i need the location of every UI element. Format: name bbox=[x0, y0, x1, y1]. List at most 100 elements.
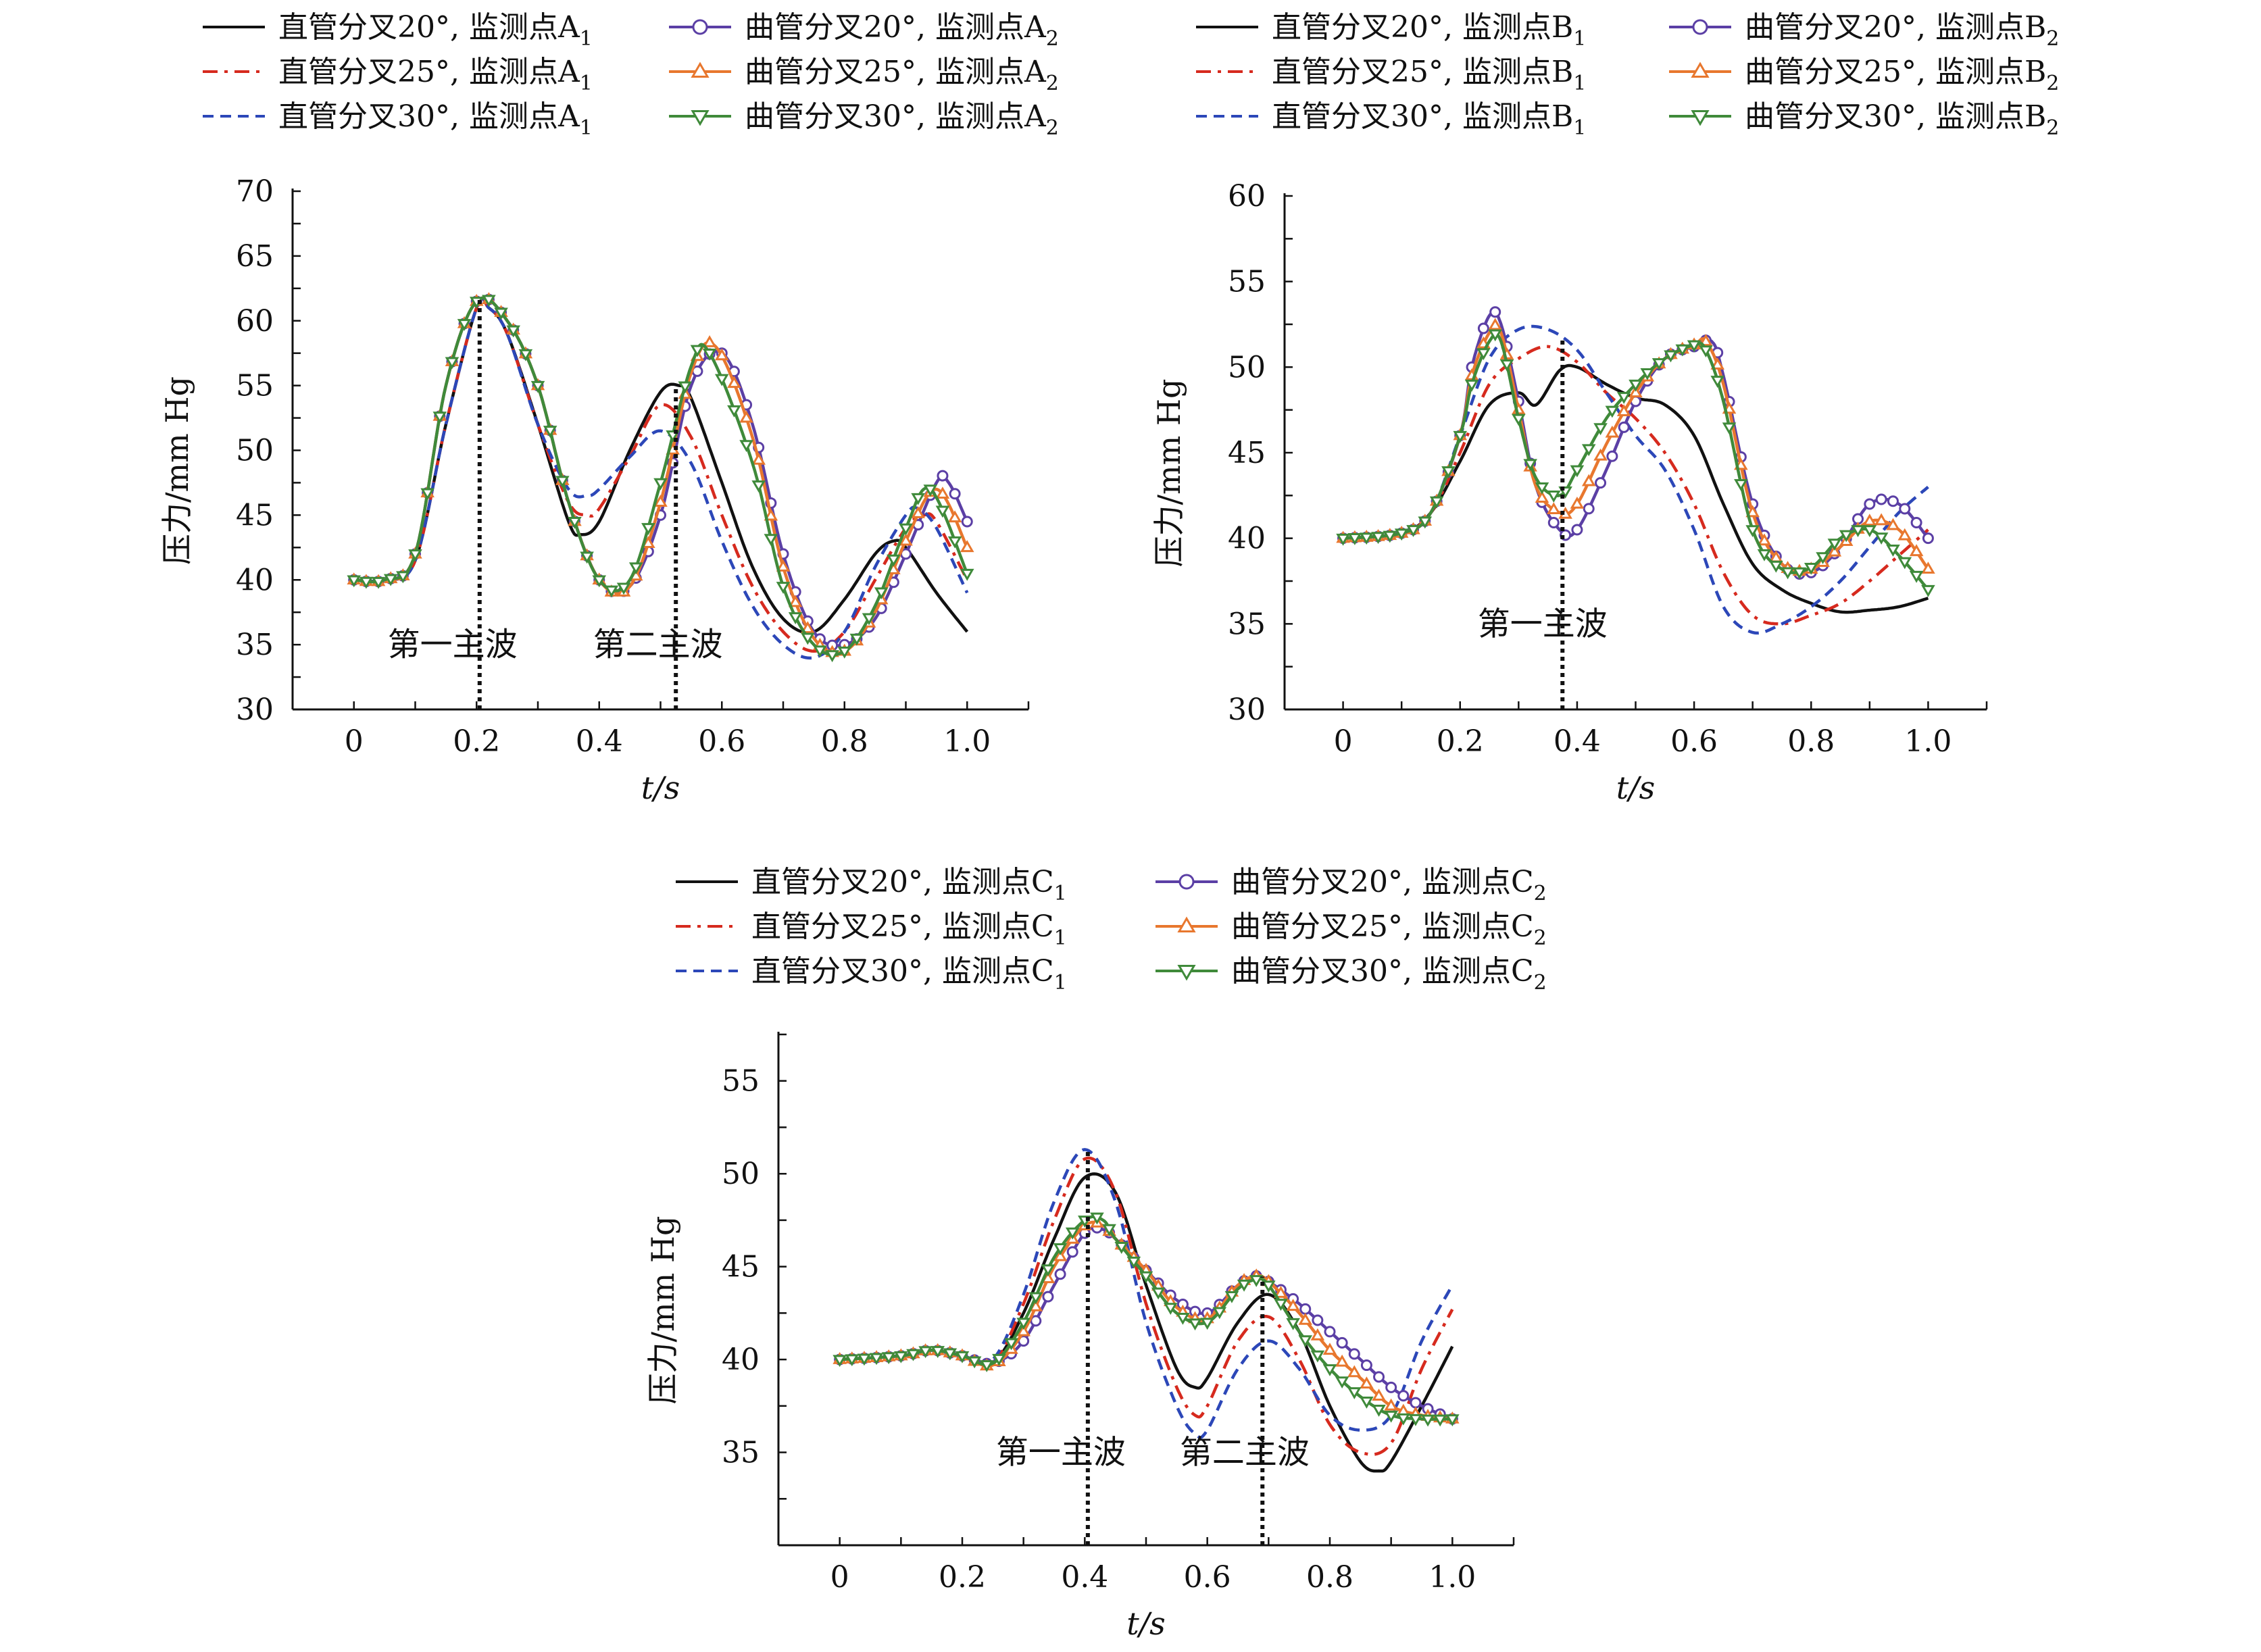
series-6 bbox=[1336, 329, 1935, 597]
data-point bbox=[1618, 421, 1630, 433]
data-point bbox=[949, 488, 961, 500]
x-tick-label: 0.4 bbox=[1061, 1560, 1108, 1595]
data-point bbox=[1476, 348, 1491, 361]
data-point bbox=[1336, 533, 1350, 546]
wave-annotation: 第一主波 bbox=[1478, 605, 1608, 643]
series-line bbox=[1343, 324, 1929, 635]
data-point bbox=[1512, 414, 1526, 426]
data-point bbox=[1745, 505, 1760, 518]
data-point bbox=[845, 1354, 860, 1367]
data-point bbox=[837, 646, 852, 659]
data-point bbox=[1299, 1303, 1312, 1315]
data-point bbox=[788, 612, 803, 624]
data-point bbox=[616, 582, 631, 595]
data-point bbox=[1298, 1313, 1313, 1325]
x-tick-label: 0.8 bbox=[1306, 1560, 1353, 1595]
legend-item: 直管分叉20°, 监测点A1 bbox=[203, 10, 593, 51]
data-point bbox=[1464, 379, 1479, 392]
y-axis-title: 压力/mm Hg bbox=[1151, 379, 1187, 568]
data-point bbox=[1593, 448, 1608, 461]
legend-label-base: 曲管分叉30°, 监测点A bbox=[745, 99, 1047, 134]
data-point bbox=[776, 559, 791, 572]
data-point bbox=[1862, 525, 1877, 538]
legend-label: 直管分叉25°, 监测点C1 bbox=[751, 909, 1067, 950]
data-point bbox=[739, 410, 753, 423]
legend-label: 直管分叉30°, 监测点C1 bbox=[751, 954, 1067, 995]
data-point bbox=[751, 452, 766, 465]
y-tick-label: 40 bbox=[236, 563, 274, 597]
legend-label-base: 曲管分叉20°, 监测点A bbox=[745, 10, 1047, 45]
series-line bbox=[353, 296, 969, 657]
legend-item: 直管分叉25°, 监测点A1 bbox=[203, 55, 593, 95]
y-tick-label: 50 bbox=[236, 434, 274, 468]
series-6 bbox=[347, 295, 974, 663]
y-axis-title: 压力/mm Hg bbox=[159, 376, 195, 565]
data-point bbox=[1176, 1313, 1190, 1325]
x-axis-title: t/s bbox=[1616, 770, 1656, 806]
legend-marker bbox=[1691, 110, 1710, 126]
data-point bbox=[1322, 1364, 1337, 1376]
data-point bbox=[800, 632, 815, 645]
data-point bbox=[383, 574, 398, 586]
data-point bbox=[955, 1351, 970, 1363]
data-point bbox=[1429, 496, 1444, 509]
data-point bbox=[1200, 1318, 1214, 1330]
data-point bbox=[592, 575, 607, 588]
data-point bbox=[1606, 450, 1618, 462]
data-point bbox=[918, 1346, 933, 1359]
data-point bbox=[371, 576, 386, 589]
data-point bbox=[1909, 544, 1924, 557]
series-line bbox=[353, 296, 969, 660]
series-4 bbox=[1337, 306, 1934, 580]
data-point bbox=[1616, 392, 1631, 404]
legend-label-base: 曲管分叉25°, 监测点A bbox=[745, 55, 1047, 89]
y-tick-label: 30 bbox=[1228, 693, 1266, 727]
x-tick-label: 0.2 bbox=[453, 724, 500, 759]
data-point bbox=[1535, 491, 1549, 503]
data-point bbox=[1687, 340, 1701, 353]
series-2 bbox=[353, 296, 969, 653]
data-point bbox=[1792, 567, 1807, 580]
series-line bbox=[353, 296, 969, 655]
legend-label-subscript: 1 bbox=[580, 116, 593, 140]
data-point bbox=[1651, 358, 1666, 370]
series-line bbox=[1343, 332, 1930, 591]
legend-item: 曲管分叉20°, 监测点B2 bbox=[1669, 10, 2059, 51]
legend-label-base: 曲管分叉25°, 监测点C bbox=[1231, 909, 1534, 944]
legend-item: 曲管分叉30°, 监测点A2 bbox=[669, 99, 1059, 140]
data-point bbox=[714, 348, 729, 361]
legend-item: 直管分叉30°, 监测点C1 bbox=[676, 954, 1067, 995]
data-point bbox=[849, 633, 864, 646]
data-point bbox=[947, 510, 962, 523]
legend-label: 曲管分叉25°, 监测点C2 bbox=[1231, 909, 1547, 950]
y-tick-label: 60 bbox=[1228, 179, 1266, 214]
series-line bbox=[353, 296, 969, 647]
data-point bbox=[678, 381, 693, 394]
data-point bbox=[1286, 1318, 1300, 1330]
data-point bbox=[1335, 1354, 1349, 1367]
series-line bbox=[353, 296, 969, 653]
y-tick-label: 45 bbox=[722, 1250, 760, 1284]
legend-label: 曲管分叉30°, 监测点A2 bbox=[745, 99, 1059, 140]
data-point bbox=[1312, 1314, 1324, 1326]
legend-label-subscript: 2 bbox=[1534, 882, 1547, 905]
data-point bbox=[1373, 1371, 1385, 1383]
data-point bbox=[911, 506, 925, 518]
data-point bbox=[1322, 1343, 1337, 1355]
series-line bbox=[839, 1226, 1454, 1421]
legend-item: 直管分叉20°, 监测点C1 bbox=[676, 865, 1067, 905]
data-point bbox=[1710, 357, 1725, 370]
data-point bbox=[1286, 1299, 1300, 1311]
legend-label-subscript: 1 bbox=[1054, 926, 1067, 950]
data-point bbox=[1359, 532, 1374, 545]
x-tick-label: 0.2 bbox=[939, 1560, 986, 1595]
y-tick-label: 45 bbox=[236, 498, 274, 532]
data-point bbox=[727, 405, 741, 418]
data-point bbox=[935, 505, 950, 518]
legend-label-subscript: 1 bbox=[1573, 72, 1586, 95]
data-point bbox=[494, 307, 508, 320]
data-point bbox=[906, 1349, 920, 1361]
data-point bbox=[813, 645, 827, 658]
x-tick-label: 1.0 bbox=[1904, 724, 1952, 759]
